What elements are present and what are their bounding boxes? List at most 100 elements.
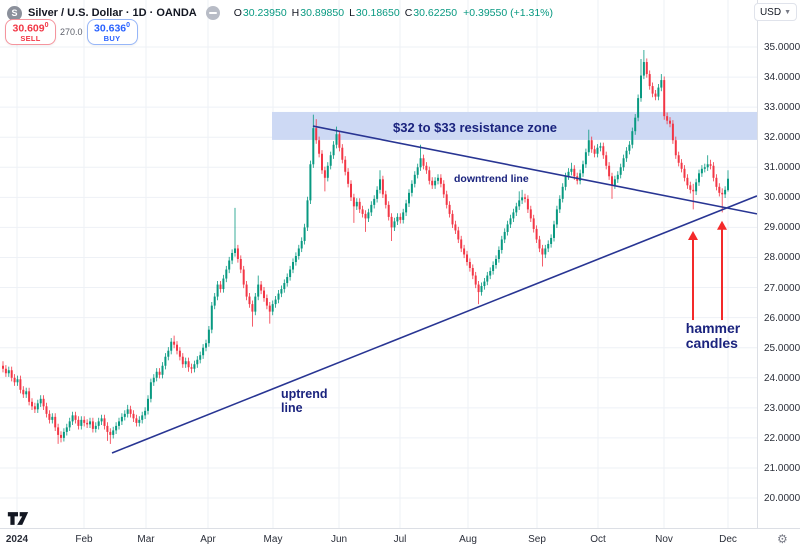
candle-body [292, 262, 294, 270]
candle-body [91, 421, 94, 429]
candle-body [277, 293, 280, 300]
candle-body [54, 416, 57, 428]
candle-body [329, 155, 332, 166]
candle-body [706, 164, 709, 168]
candle-body [350, 183, 352, 198]
price-axis-label: 31.00000 [764, 162, 800, 174]
candle-body [698, 173, 700, 183]
candle-body [152, 377, 155, 383]
time-axis-label: Aug [459, 534, 477, 545]
buy-label: BUY [103, 33, 121, 43]
candle-body [271, 304, 274, 312]
candle-body [376, 189, 379, 199]
candle-body [245, 284, 248, 297]
candle-body [370, 204, 373, 213]
candle-body [257, 284, 260, 297]
candle-body [538, 239, 541, 249]
time-axis-label: Feb [75, 534, 93, 545]
candle-body [306, 200, 309, 228]
candle-body [553, 224, 555, 238]
candle-body [648, 74, 651, 87]
candlestick-chart[interactable] [0, 0, 757, 551]
candle-body [318, 140, 321, 154]
candle-body [613, 179, 616, 186]
candle-body [431, 180, 434, 186]
time-axis[interactable]: ⚙ 2024 Feb Mar Apr May Jun Jul Aug Sep Oct Nov Dec [0, 528, 800, 552]
candle-body [286, 277, 289, 284]
candle-body [80, 419, 83, 426]
candle-body [303, 227, 306, 241]
buy-price: 30.636 [94, 22, 127, 35]
candle-body [422, 158, 425, 166]
candle-body [300, 240, 303, 249]
candle-body [196, 359, 199, 365]
candle-body [147, 398, 149, 411]
candle-body [721, 192, 724, 195]
candle-body [42, 398, 45, 407]
gear-icon[interactable]: ⚙ [777, 532, 788, 546]
time-axis-label: 2024 [5, 534, 29, 545]
candle-body [187, 361, 190, 368]
candle-body [315, 128, 318, 141]
candle-body [141, 415, 144, 420]
candle-body [387, 204, 390, 217]
candle-body [65, 427, 68, 432]
candle-body [555, 209, 558, 225]
candle-body [344, 159, 347, 172]
candle-body [663, 80, 666, 117]
candle-body [112, 430, 115, 435]
price-axis-label: 20.00000 [764, 493, 800, 505]
candle-body [486, 275, 489, 282]
candle-body [36, 403, 39, 410]
price-axis[interactable]: 35.00000 34.00000 33.00000 32.00000 31.00000… [757, 0, 800, 528]
candle-body [323, 170, 326, 178]
candle-body [170, 341, 173, 351]
chevron-down-icon: ▼ [784, 8, 791, 16]
candle-body [579, 173, 582, 181]
candle-body [727, 178, 729, 191]
candle-body [94, 425, 97, 429]
candle-body [402, 212, 405, 220]
candle-body [666, 116, 669, 121]
candle-body [434, 180, 437, 186]
price-axis-label: 32.00000 [764, 132, 800, 144]
candle-body [77, 419, 80, 426]
price-axis-label: 29.00000 [764, 222, 800, 234]
buy-button[interactable]: 30.6360 BUY [86, 19, 138, 45]
downtrend-line[interactable] [312, 125, 757, 215]
candle-body [695, 182, 698, 192]
candle-body [660, 80, 663, 88]
candle-body [86, 422, 89, 425]
candle-body [460, 239, 463, 249]
spread-value: 270.0 [60, 27, 83, 37]
candle-body [413, 174, 416, 184]
tradingview-logo[interactable] [7, 511, 29, 526]
candle-body [10, 370, 13, 378]
candle-body [634, 117, 637, 132]
candle-body [593, 149, 596, 154]
uptrend-line[interactable] [111, 195, 757, 454]
candle-body [419, 158, 422, 168]
candle-body [341, 147, 344, 160]
candle-body [518, 200, 521, 207]
candle-body [425, 165, 428, 171]
candle-body [384, 194, 387, 205]
candle-body [480, 286, 483, 293]
candle-body [640, 75, 642, 99]
candle-body [289, 269, 292, 278]
candle-body [410, 183, 413, 193]
sell-button[interactable]: 30.6090 SELL [5, 19, 56, 45]
sell-price: 30.609 [12, 22, 45, 35]
candle-body [25, 391, 28, 395]
resistance-zone[interactable] [272, 111, 757, 140]
candle-body [123, 413, 126, 417]
currency-selector[interactable]: USD ▼ [753, 3, 797, 21]
candle-body [164, 356, 167, 366]
candle-body [709, 164, 712, 166]
candle-body [526, 198, 529, 210]
candle-body [173, 341, 176, 345]
candle-body [294, 255, 297, 263]
candle-body [399, 216, 402, 220]
candle-body [248, 296, 251, 305]
candle-body [390, 216, 393, 228]
